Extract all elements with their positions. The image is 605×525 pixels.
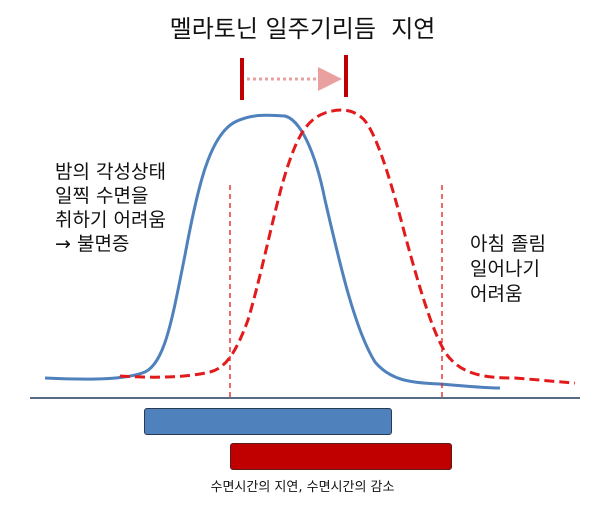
delayed-melatonin-curve: [119, 108, 576, 385]
morning-sleepiness-note: 아침 졸림 일어나기 어려움: [470, 233, 546, 305]
normal-melatonin-curve: [44, 113, 501, 390]
diagram-caption: 수면시간의 지연, 수면시간의 감소: [210, 480, 395, 495]
normal-sleep-period-bar: [144, 408, 392, 435]
night-wakefulness-note: 밤의 각성상태 일찍 수면을 취하기 어려움 → 불면증: [55, 161, 166, 255]
delayed-sleep-period-bar: [230, 443, 452, 470]
diagram-title: 멜라토닌 일주기리듬 지연: [169, 15, 436, 43]
